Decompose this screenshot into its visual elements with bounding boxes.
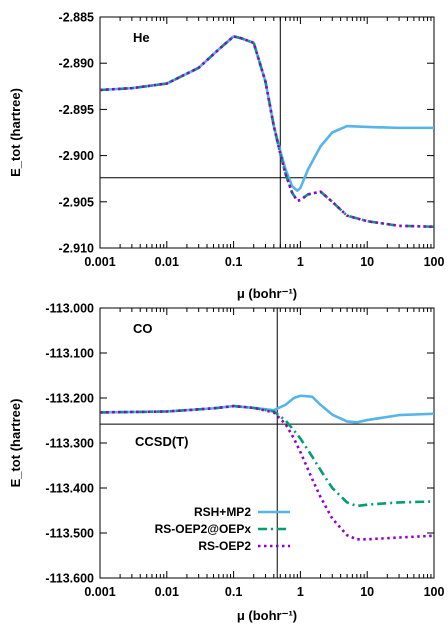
chart-panel-1: 0.001 0.01 0.1 1 10 100 -2.885 -2.890 -2.895 -2.9… xyxy=(8,11,444,302)
x-tick-label: 0.01 xyxy=(155,585,179,599)
chart-panel-2: 0.001 0.01 0.1 1 10 100 -113.000 -113.100 -113.2… xyxy=(8,302,444,624)
series-line-1 xyxy=(99,394,435,424)
x-tick-label: 0.001 xyxy=(84,255,115,269)
y-tick-label: -113.300 xyxy=(45,437,94,451)
x-tick-label: 10 xyxy=(360,585,374,599)
series-line-2 xyxy=(99,404,435,508)
legend-label: RS-OEP2@OEPx xyxy=(155,522,252,536)
y-tick-label: -2.885 xyxy=(59,11,94,25)
y-tick-label: -113.200 xyxy=(45,392,94,406)
y-tick-label: -113.100 xyxy=(45,347,94,361)
y-tick-label: -113.600 xyxy=(45,572,94,586)
x-tick-label: 1 xyxy=(297,585,304,599)
x-tick-label: 100 xyxy=(424,585,445,599)
y-tick-label: -2.905 xyxy=(59,195,94,209)
y-tick-label: -113.000 xyxy=(45,302,94,316)
x-tick-label: 0.01 xyxy=(155,255,179,269)
panel-annotation: CO xyxy=(133,321,153,336)
x-tick-label: 0.001 xyxy=(84,585,115,599)
x-axis-label: μ (bohr⁻¹) xyxy=(237,286,297,301)
series-line-3 xyxy=(99,404,435,541)
reference-line-label: CCSD(T) xyxy=(135,434,188,449)
y-tick-label: -2.900 xyxy=(59,149,94,163)
x-tick-label: 1 xyxy=(297,255,304,269)
plot-frame xyxy=(99,16,435,249)
x-tick-label: 0.1 xyxy=(225,585,242,599)
legend-label: RS-OEP2 xyxy=(198,539,251,553)
y-tick-label: -2.910 xyxy=(59,242,94,256)
x-tick-label: 0.1 xyxy=(225,255,242,269)
y-tick-label: -113.400 xyxy=(45,482,94,496)
series-line-2 xyxy=(99,35,435,229)
x-tick-label: 10 xyxy=(360,255,374,269)
y-axis-label: E_tot (hartree) xyxy=(8,399,23,488)
panel-annotation: He xyxy=(133,30,150,45)
y-tick-label: -2.890 xyxy=(59,57,94,71)
legend-label: RSH+MP2 xyxy=(194,505,251,519)
y-tick-label: -2.895 xyxy=(59,103,94,117)
x-tick-label: 100 xyxy=(424,255,445,269)
series-line-3 xyxy=(99,35,435,229)
series-line-1 xyxy=(99,35,434,193)
y-axis-label: E_tot (hartree) xyxy=(8,88,23,177)
x-axis-label: μ (bohr⁻¹) xyxy=(237,608,297,623)
y-tick-label: -113.500 xyxy=(45,527,94,541)
